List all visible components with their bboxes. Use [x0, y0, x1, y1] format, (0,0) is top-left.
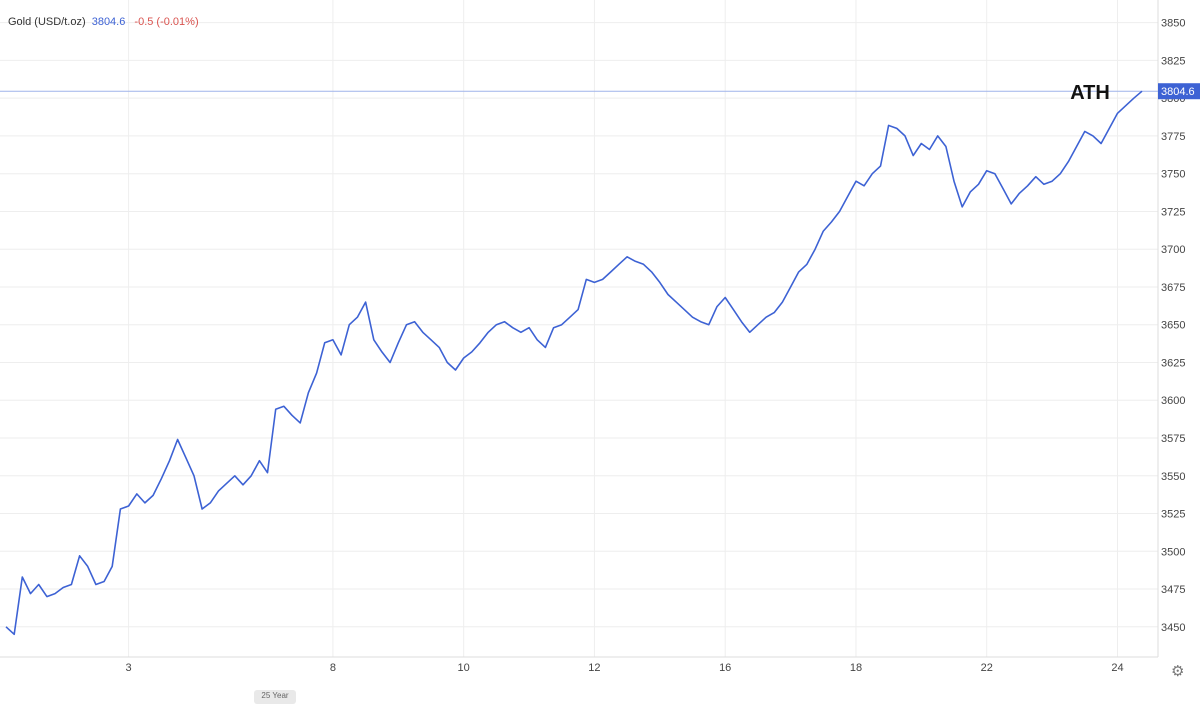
x-tick-label: 10	[458, 662, 470, 674]
x-tick-label: 18	[850, 662, 862, 674]
last-price-label: 3804.6	[1161, 86, 1195, 98]
x-tick-label: 12	[588, 662, 600, 674]
x-tick-label: 16	[719, 662, 731, 674]
gear-icon[interactable]: ⚙	[1171, 663, 1185, 680]
x-tick-label: 3	[126, 662, 132, 674]
y-tick-label: 3775	[1161, 131, 1185, 143]
y-tick-label: 3675	[1161, 282, 1185, 294]
x-tick-label: 8	[330, 662, 336, 674]
last-price-label-bg	[1158, 83, 1200, 100]
y-tick-label: 3600	[1161, 395, 1185, 407]
y-tick-label: 3825	[1161, 55, 1185, 67]
chart-header: Gold (USD/t.oz) 3804.6 -0.5 (-0.01%)	[8, 16, 199, 28]
y-tick-label: 3525	[1161, 509, 1185, 521]
y-tick-label: 3575	[1161, 433, 1185, 445]
range-button-25-year[interactable]: 25 Year	[254, 690, 296, 704]
y-tick-label: 3625	[1161, 357, 1185, 369]
y-tick-label: 3850	[1161, 18, 1185, 30]
y-tick-label: 3700	[1161, 244, 1185, 256]
y-tick-label: 3550	[1161, 471, 1185, 483]
y-tick-label: 3500	[1161, 546, 1185, 558]
y-tick-label: 3475	[1161, 584, 1185, 596]
symbol-label: Gold (USD/t.oz)	[8, 16, 86, 28]
x-tick-label: 24	[1111, 662, 1123, 674]
gridlines	[0, 0, 1158, 657]
y-axis-ticks: 3450 3475 3500 3525 3550 3575 3600 3625 3650 3675…	[1161, 18, 1185, 634]
y-tick-label: 3450	[1161, 622, 1185, 634]
y-tick-label: 3650	[1161, 320, 1185, 332]
price-change: -0.5 (-0.01%)	[134, 16, 199, 28]
y-tick-label: 3725	[1161, 206, 1185, 218]
gold-price-line	[5, 90, 1143, 636]
x-tick-label: 22	[981, 662, 993, 674]
x-axis-ticks: 3810121618222428	[126, 662, 1124, 674]
y-tick-label: 3750	[1161, 169, 1185, 181]
current-price: 3804.6	[91, 16, 126, 28]
ath-annotation: ATH	[1070, 82, 1110, 104]
